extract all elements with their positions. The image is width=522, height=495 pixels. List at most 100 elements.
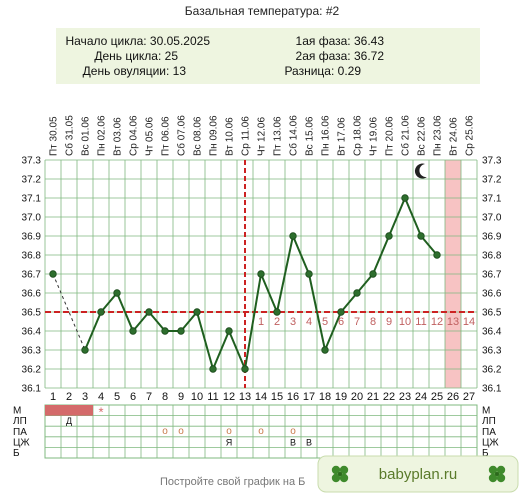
- date-label: Вс 01.06: [81, 116, 92, 156]
- data-point: [337, 308, 345, 316]
- data-point: [273, 308, 281, 316]
- date-label: Сб 14.06: [288, 115, 300, 156]
- y-tick-label: 36.7: [482, 270, 502, 281]
- data-point: [369, 270, 377, 278]
- menses-cell: [61, 405, 77, 416]
- phase-day-number: 14: [463, 316, 475, 328]
- x-tick-label: 10: [191, 391, 203, 403]
- series-segment: [420, 235, 438, 256]
- phase-day-number: 11: [415, 316, 426, 328]
- table-row-label: ЛП: [13, 416, 27, 427]
- phase-day-number: 6: [338, 316, 344, 328]
- x-tick-label: 11: [207, 391, 218, 403]
- date-label: Вс 22.06: [417, 116, 428, 156]
- y-tick-label: 36.2: [482, 365, 502, 376]
- data-point: [289, 232, 297, 240]
- x-tick-label: 17: [303, 391, 315, 403]
- series-segment: [372, 235, 390, 275]
- y-tick-label: 36.6: [22, 289, 42, 300]
- y-tick-label: 36.8: [482, 251, 502, 262]
- date-label: Пн 16.06: [321, 115, 332, 156]
- date-label: Вт 24.06: [449, 117, 460, 156]
- x-tick-label: 19: [335, 391, 347, 403]
- cycle-day: День цикла: 25: [94, 49, 178, 63]
- data-point: [321, 346, 329, 354]
- x-tick-label: 23: [399, 391, 411, 403]
- phase-day-number: 1: [258, 316, 264, 328]
- date-label: Пт 30.05: [49, 116, 60, 156]
- series-segment: [324, 311, 342, 351]
- cm-mark: Я: [226, 437, 233, 447]
- y-tick-label: 37.0: [482, 213, 502, 224]
- series-segment: [132, 311, 150, 332]
- y-tick-label: 37.0: [22, 213, 42, 224]
- table-row-label: ЦЖ: [13, 437, 30, 448]
- data-point: [129, 327, 137, 335]
- series-segment: [356, 273, 374, 294]
- date-label: Чт 12.06: [257, 117, 268, 156]
- brand-badge[interactable]: babyplan.ru: [317, 455, 519, 493]
- data-point: [81, 346, 89, 354]
- date-label: Вс 15.06: [305, 116, 316, 156]
- phase-day-number: 3: [290, 316, 296, 328]
- series-segment: [388, 197, 406, 237]
- series-segment: [260, 273, 278, 313]
- table-row-label: ЦЖ: [482, 437, 499, 448]
- series-segment: [228, 330, 246, 370]
- data-point: [145, 308, 153, 316]
- series-segment: [276, 235, 294, 313]
- y-tick-label: 36.5: [482, 308, 502, 319]
- date-label: Пн 02.06: [97, 115, 108, 156]
- series-segment: [292, 235, 310, 275]
- series-segment: [404, 197, 422, 237]
- series-segment: [212, 330, 230, 370]
- y-tick-label: 37.3: [482, 156, 502, 167]
- y-tick-label: 36.6: [482, 289, 502, 300]
- data-point: [417, 232, 425, 240]
- phase-day-number: 5: [322, 316, 328, 328]
- date-label: Ср 11.06: [241, 116, 252, 156]
- x-tick-label: 16: [287, 391, 299, 403]
- x-tick-label: 4: [98, 391, 104, 403]
- date-label: Сб 21.06: [400, 115, 412, 156]
- cm-mark: В: [290, 437, 296, 447]
- x-tick-label: 3: [82, 391, 88, 403]
- x-tick-label: 12: [223, 391, 235, 403]
- date-label: Пн 09.06: [209, 115, 220, 156]
- data-point: [385, 232, 393, 240]
- y-tick-label: 37.2: [482, 175, 502, 186]
- y-tick-label: 37.1: [482, 194, 502, 205]
- x-tick-label: 7: [146, 391, 152, 403]
- pa-mark: o: [162, 426, 168, 437]
- y-tick-label: 37.1: [22, 194, 42, 205]
- series-segment: [180, 311, 198, 332]
- symptom-table: [44, 404, 478, 459]
- clover-icon: [331, 465, 349, 483]
- date-label: Пт 06.06: [161, 116, 172, 156]
- series-segment: [244, 273, 262, 370]
- x-tick-label: 25: [431, 391, 443, 403]
- y-tick-label: 36.3: [482, 346, 502, 357]
- data-point: [97, 308, 105, 316]
- phase-day-number: 10: [399, 316, 411, 328]
- x-tick-label: 20: [351, 391, 363, 403]
- data-point: [177, 327, 185, 335]
- series-segment: [308, 273, 326, 351]
- brand-name: babyplan.ru: [379, 466, 457, 483]
- data-point: [305, 270, 313, 278]
- x-tick-label: 22: [383, 391, 395, 403]
- phase-day-number: 8: [370, 316, 376, 328]
- series-segment: [148, 311, 166, 332]
- menses-cell: [45, 405, 61, 416]
- phase-day-number: 13: [447, 316, 459, 328]
- pa-mark: o: [290, 426, 296, 437]
- phase-day-number: 12: [431, 316, 443, 328]
- y-tick-label: 36.4: [482, 327, 502, 338]
- y-tick-label: 36.9: [22, 232, 42, 243]
- y-tick-label: 36.9: [482, 232, 502, 243]
- date-label: Пн 23.06: [433, 115, 444, 156]
- date-label: Чт 19.06: [369, 117, 380, 156]
- data-point: [113, 289, 121, 297]
- pa-mark: o: [178, 426, 184, 437]
